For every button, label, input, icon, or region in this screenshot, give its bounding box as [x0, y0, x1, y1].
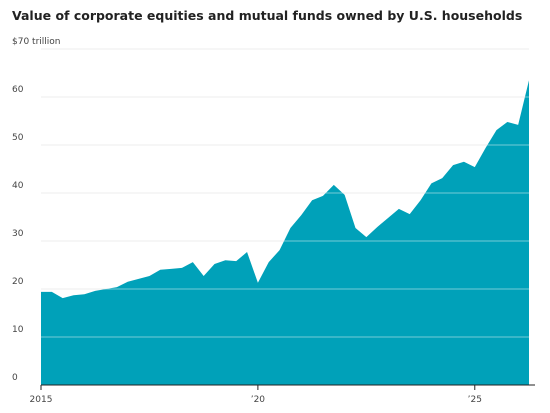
y-tick-label: 10	[12, 325, 24, 335]
x-tick-label: 2015	[30, 395, 53, 405]
y-tick-label: 0	[12, 373, 18, 383]
y-tick-label: $70 trillion	[12, 37, 60, 47]
y-tick-label: 60	[12, 85, 24, 95]
y-tick-label: 50	[12, 133, 24, 143]
chart-title: Value of corporate equities and mutual f…	[12, 8, 522, 23]
y-tick-label: 40	[12, 181, 24, 191]
x-tick-label: ’25	[468, 395, 482, 405]
area	[41, 80, 529, 385]
y-tick-label: 30	[12, 229, 24, 239]
x-tick-label: ’20	[251, 395, 266, 405]
y-tick-label: 20	[12, 277, 24, 287]
